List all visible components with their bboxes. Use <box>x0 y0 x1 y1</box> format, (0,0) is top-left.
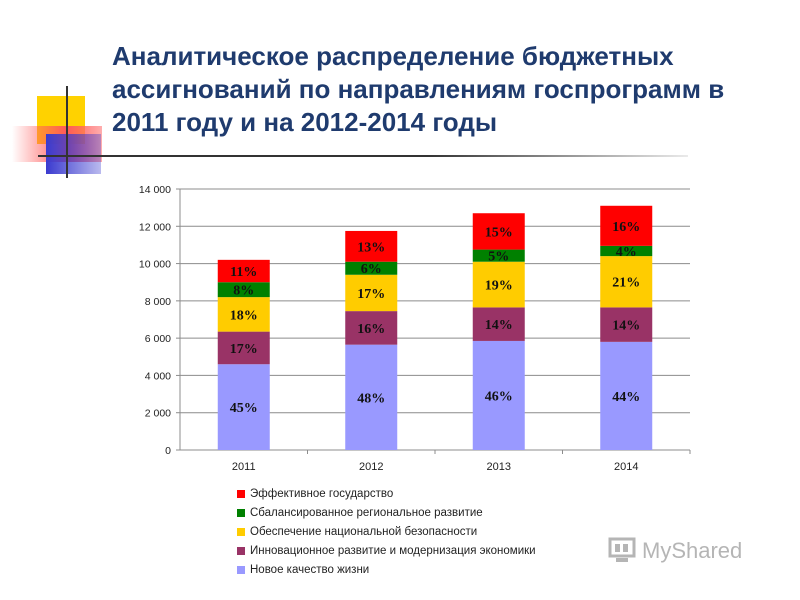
data-label: 17% <box>230 342 258 357</box>
bar-segment <box>217 297 270 332</box>
slide-title-line-2: ассигнований по направлениям госпрограмм… <box>112 74 725 104</box>
decor-blue-square <box>46 134 101 174</box>
legend-item: Эффективное государство <box>237 484 536 503</box>
legend-item: Сбалансированное региональное развитие <box>237 503 536 522</box>
legend-swatch <box>237 527 245 536</box>
data-label: 16% <box>357 322 385 337</box>
legend-swatch <box>237 508 245 517</box>
bar-segment <box>345 274 398 312</box>
data-label: 19% <box>485 279 513 294</box>
data-label: 5% <box>488 250 509 265</box>
watermark: MyShared <box>608 536 742 566</box>
bar-segment <box>600 245 653 257</box>
data-label: 6% <box>361 262 382 277</box>
bar-segment <box>472 249 525 262</box>
bar-segment <box>217 331 270 365</box>
bar-segment <box>472 307 525 341</box>
data-label: 18% <box>230 308 258 323</box>
data-label: 15% <box>485 225 513 240</box>
bar-segment <box>217 364 270 450</box>
legend-item: Обеспечение национальной безопасности <box>237 522 536 541</box>
y-tick-label: 6 000 <box>145 333 171 345</box>
slide-title-line-3: 2011 году и на 2012-2014 годы <box>112 107 498 137</box>
data-label: 44% <box>612 390 640 405</box>
x-tick-label: 2014 <box>614 461 638 473</box>
data-label: 46% <box>485 389 513 404</box>
legend-item: Новое качество жизни <box>237 560 536 579</box>
myshared-logo-icon <box>608 537 636 562</box>
y-tick-label: 14 000 <box>139 184 171 196</box>
x-tick-label: 2012 <box>359 461 383 473</box>
watermark-text: MyShared <box>642 538 743 563</box>
y-tick-label: 12 000 <box>139 221 171 233</box>
bar-segment <box>345 261 398 275</box>
data-label: 45% <box>230 401 258 416</box>
legend-swatch <box>237 489 245 498</box>
legend-swatch <box>237 546 245 555</box>
bar-segment <box>217 282 270 298</box>
data-label: 14% <box>485 318 513 333</box>
data-label: 17% <box>357 287 385 302</box>
slide-title-line-1: Аналитическое распределение бюджетных <box>112 41 674 71</box>
bar-segment <box>472 261 525 308</box>
y-tick-label: 8 000 <box>145 296 171 308</box>
legend-label: Сбалансированное региональное развитие <box>250 506 483 519</box>
slide-title: Аналитическое распределение бюджетных ас… <box>112 40 782 139</box>
chart-legend: Эффективное государство Сбалансированное … <box>237 484 536 579</box>
legend-label: Эффективное государство <box>250 487 394 500</box>
data-label: 14% <box>612 319 640 334</box>
bar-segment <box>600 341 653 450</box>
data-label: 16% <box>612 220 640 235</box>
data-label: 8% <box>233 284 254 299</box>
bar-segment <box>345 230 398 262</box>
bar-segment <box>217 259 270 283</box>
bar-segment <box>600 205 653 246</box>
bar-segment <box>345 344 398 450</box>
legend-label: Новое качество жизни <box>250 563 370 576</box>
data-label: 21% <box>612 276 640 291</box>
y-tick-label: 0 <box>165 445 171 457</box>
legend-label: Инновационное развитие и модернизация эк… <box>250 544 536 557</box>
legend-item: Инновационное развитие и модернизация эк… <box>237 541 536 560</box>
x-tick-label: 2013 <box>487 461 511 473</box>
bar-segment <box>600 307 653 342</box>
legend-swatch <box>237 565 245 574</box>
bar-segment <box>345 311 398 345</box>
data-label: 11% <box>230 265 257 280</box>
bar-segment <box>472 213 525 250</box>
bar-segment <box>472 340 525 450</box>
y-tick-label: 10 000 <box>139 259 171 271</box>
y-tick-label: 4 000 <box>145 370 171 382</box>
data-label: 4% <box>616 245 637 260</box>
legend-label: Обеспечение национальной безопасности <box>250 525 478 538</box>
decor-vertical-line <box>66 86 68 178</box>
x-tick-label: 2011 <box>232 461 256 473</box>
data-label: 48% <box>357 391 385 406</box>
data-label: 13% <box>357 240 385 255</box>
y-tick-label: 2 000 <box>145 408 171 420</box>
decor-horizontal-line <box>38 155 688 157</box>
bar-segment <box>600 256 653 308</box>
